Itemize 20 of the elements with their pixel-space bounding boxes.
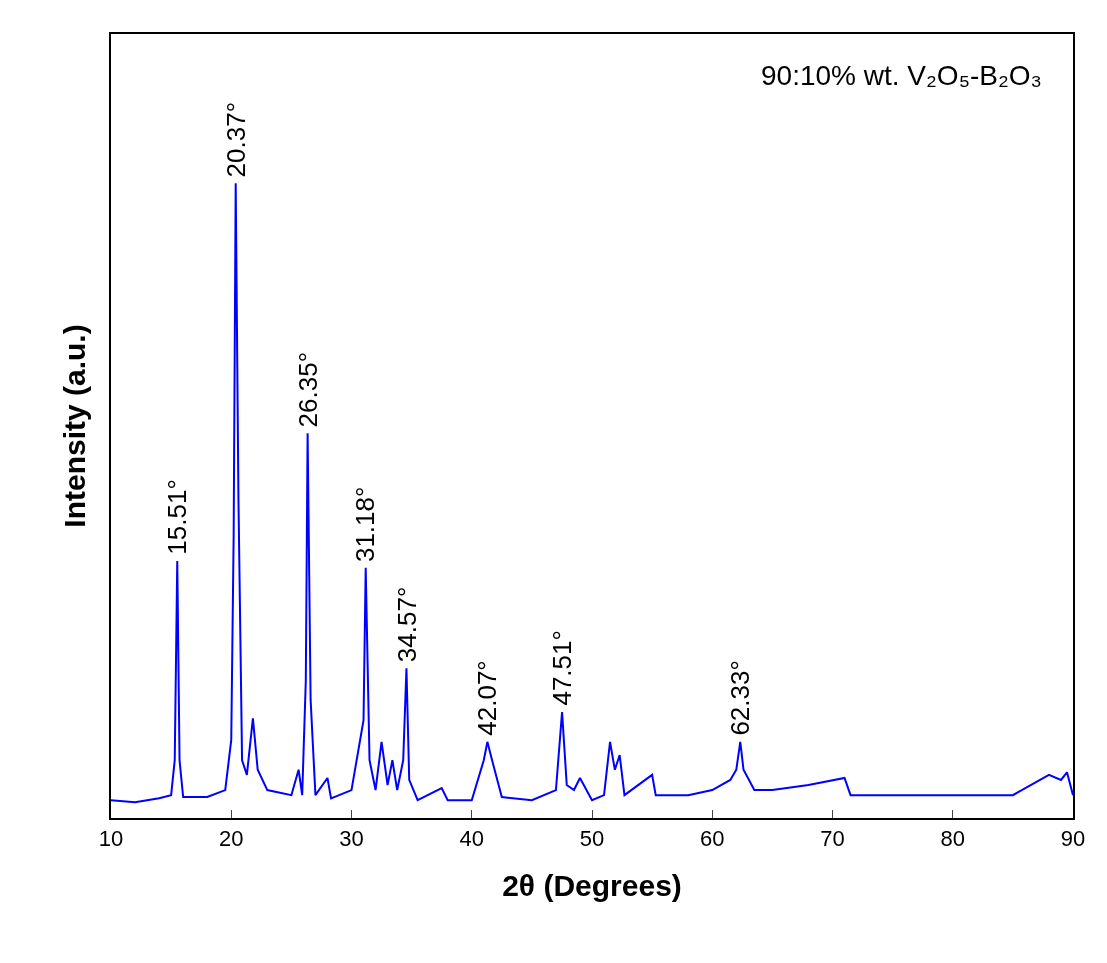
annotation: 26.35° (292, 351, 323, 428)
x-tick-label: 20 (219, 826, 244, 852)
annotation: 31.18° (350, 486, 381, 563)
x-tick-label: 50 (579, 826, 605, 852)
x-tick-label: 80 (940, 826, 965, 852)
x-tick-label: 30 (339, 826, 364, 852)
annotation: 34.57° (391, 586, 422, 663)
x-tick-label: 10 (98, 826, 124, 852)
annotation: 15.51° (161, 479, 192, 555)
annotation: 42.07° (472, 660, 503, 736)
annotation: 62.33° (724, 660, 755, 736)
x-tick-label: 60 (700, 826, 725, 852)
text: 90:10% wt. V₂O₅-B₂O₃ (761, 60, 1042, 91)
x-axis-title: 2θ (Degrees) (502, 869, 682, 903)
x-tick-label: 90 (1060, 826, 1086, 852)
annotation: 20.37° (221, 101, 252, 178)
x-tick-label: 70 (820, 826, 845, 852)
x-tick-label: 40 (459, 826, 484, 852)
annotation: 47.51° (546, 630, 577, 706)
y-axis-title: Intensity (a.u.) (57, 324, 91, 528)
